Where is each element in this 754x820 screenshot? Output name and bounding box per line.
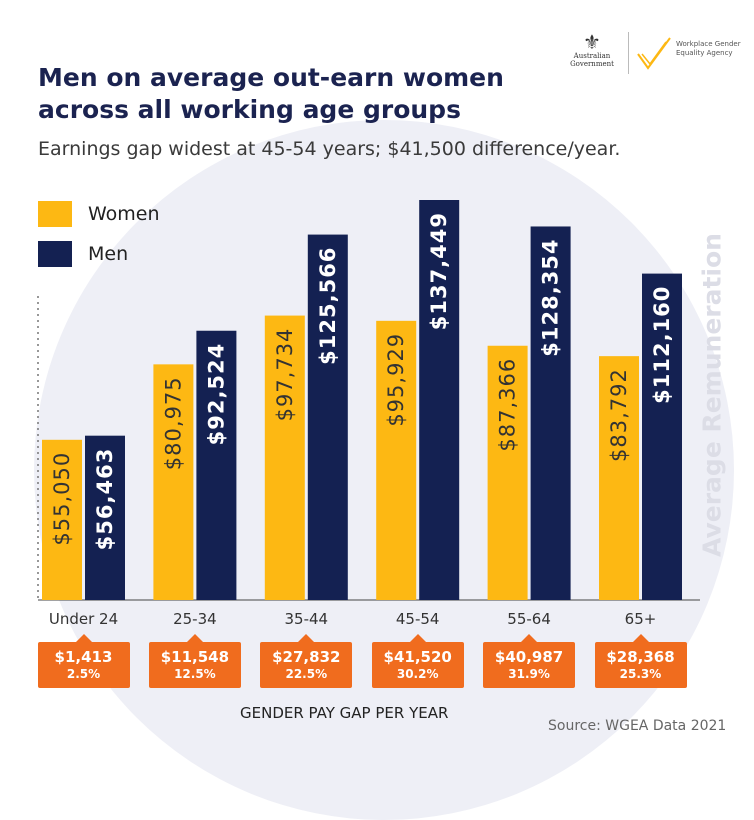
gap-amount: $41,520 [383, 648, 452, 666]
bar-chart: $55,050 $56,463 $80,975 $92,524 $97,734 $125,… [37, 200, 700, 628]
bar-value-label-men-0: $56,463 [93, 448, 117, 551]
gap-box-1: $11,548 12.5% [148, 634, 241, 688]
bar-value-label-women-0: $55,050 [50, 452, 74, 546]
legend-item-men: Men [38, 234, 160, 274]
gap-percent: 30.2% [396, 667, 439, 681]
bar-men-4 [530, 226, 571, 600]
category-label-2: 35-44 [285, 610, 329, 628]
bar-men-3 [419, 200, 460, 600]
category-labels: Under 24 25-34 35-44 45-54 55-64 65+ [49, 610, 656, 628]
bar-value-label-men-5: $112,160 [650, 286, 674, 404]
legend-swatch-men [38, 241, 72, 267]
wgea-logo-text: Workplace Gender Equality Agency [676, 40, 741, 57]
chart-subtitle: Earnings gap widest at 45-54 years; $41,… [38, 138, 621, 160]
legend: Women Men [38, 194, 160, 274]
category-label-1: 25-34 [173, 610, 217, 628]
category-label-5: 65+ [625, 610, 657, 628]
logo-divider [628, 32, 629, 74]
gap-amount: $28,368 [606, 648, 675, 666]
bar-value-label-men-3: $137,449 [427, 212, 451, 330]
bar-women-0 [42, 439, 82, 600]
gap-amount: $11,548 [160, 648, 230, 666]
bar-men-2 [307, 234, 348, 601]
bar-women-4 [487, 345, 528, 600]
coat-of-arms-icon: ⚜ [583, 30, 601, 54]
bar-women-2 [264, 315, 305, 600]
x-axis-title: GENDER PAY GAP PER YEAR [240, 704, 449, 722]
wgea-check-icon [637, 37, 671, 70]
legend-label-women: Women [88, 203, 160, 225]
legend-item-women: Women [38, 194, 160, 234]
bar-value-label-men-1: $92,524 [204, 343, 228, 446]
gap-box-2: $27,832 22.5% [260, 634, 353, 688]
gap-amount: $40,987 [494, 648, 564, 666]
legend-label-men: Men [88, 243, 129, 265]
category-label-3: 45-54 [396, 610, 440, 628]
bar-women-5 [599, 356, 639, 600]
source-note: Source: WGEA Data 2021 [548, 718, 727, 734]
bar-value-label-women-4: $87,366 [496, 358, 520, 452]
gap-percent: 2.5% [66, 667, 101, 681]
chart-axes [37, 296, 700, 601]
gap-box-5: $28,368 25.3% [594, 634, 687, 688]
gap-box-3: $41,520 30.2% [371, 634, 464, 688]
category-label-0: Under 24 [49, 610, 118, 628]
bar-men-1 [196, 330, 237, 600]
government-logo-text: Australian Government [570, 52, 614, 68]
chart-title: Men on average out-earn women across all… [38, 63, 504, 124]
gap-boxes: $1,413 2.5% $11,548 12.5% $27,832 22.5% $41,52… [0, 634, 754, 690]
gap-box-0: $1,413 2.5% [37, 634, 130, 688]
bar-value-label-women-1: $80,975 [161, 376, 185, 470]
bar-value-label-women-2: $97,734 [273, 328, 297, 422]
bar-men-5 [642, 273, 682, 600]
gap-percent: 12.5% [174, 667, 216, 681]
bar-value-label-men-4: $128,354 [539, 238, 563, 356]
logo-area: ⚜ Australian Government Workplace Gender… [560, 28, 750, 78]
gap-amount: $1,413 [54, 648, 113, 666]
gap-box-4: $40,987 31.9% [483, 634, 576, 688]
gap-amount: $27,832 [272, 648, 341, 666]
gap-percent: 25.3% [619, 667, 662, 681]
australian-government-logo: ⚜ Australian Government [560, 32, 624, 68]
bars-group: $55,050 $56,463 $80,975 $92,524 $97,734 $125,… [42, 200, 682, 601]
bar-value-label-men-2: $125,566 [316, 247, 340, 365]
bar-value-label-women-3: $95,929 [384, 333, 408, 427]
category-label-4: 55-64 [507, 610, 551, 628]
gap-percent: 31.9% [508, 667, 550, 681]
bar-women-3 [376, 320, 417, 600]
legend-swatch-women [38, 201, 72, 227]
bar-men-0 [85, 435, 125, 600]
bar-women-1 [153, 364, 194, 600]
bar-value-label-women-5: $83,792 [607, 368, 631, 462]
gap-percent: 22.5% [285, 667, 328, 681]
